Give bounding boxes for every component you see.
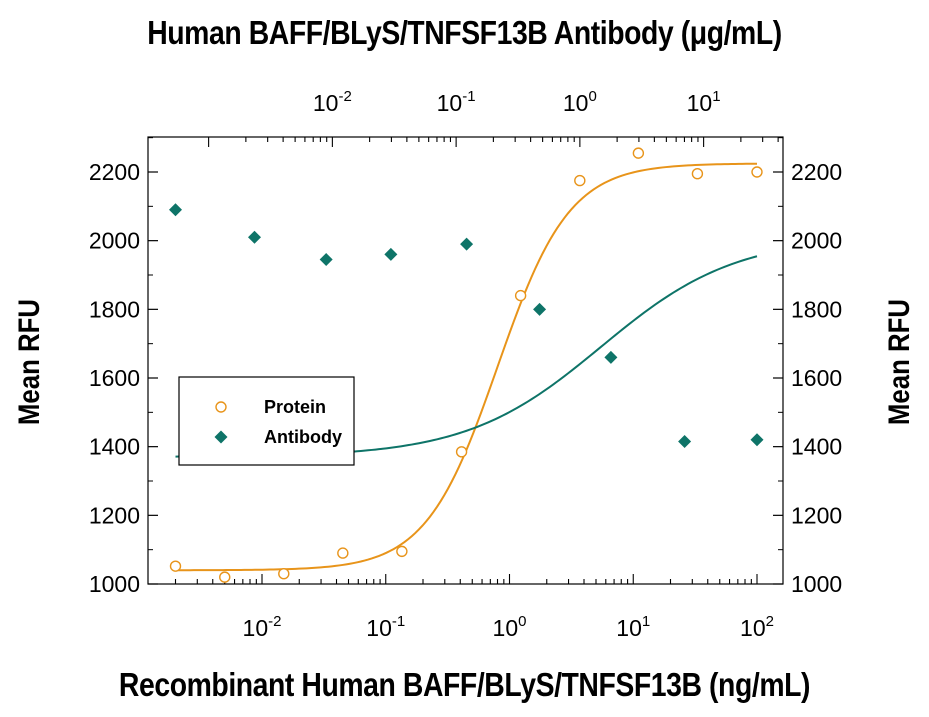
data-point-antibody <box>384 247 398 261</box>
x-tick-label: 10-1 <box>366 613 405 641</box>
data-point-antibody <box>533 302 547 316</box>
data-point-antibody <box>678 435 692 449</box>
data-point-protein <box>455 446 468 458</box>
data-point-protein <box>632 147 645 159</box>
data-point-antibody <box>460 237 474 251</box>
top-x-tick-label: 10-1 <box>437 88 476 116</box>
plot-frame <box>147 136 784 585</box>
data-point-antibody <box>750 433 764 447</box>
data-point-antibody <box>169 203 183 217</box>
y-tick-label-left: 1200 <box>89 502 140 528</box>
data-point-protein <box>574 174 586 187</box>
data-point-antibody <box>319 253 333 267</box>
y-tick-label-right: 1800 <box>791 296 842 322</box>
data-point-protein <box>169 560 182 572</box>
legend-marker-antibody <box>214 430 228 444</box>
x-tick-label: 101 <box>616 613 650 641</box>
x-tick-label: 10-2 <box>243 613 282 641</box>
y-tick-label-left: 1400 <box>89 434 140 460</box>
data-point-protein <box>278 568 290 580</box>
top-x-tick-label: 100 <box>563 88 597 116</box>
data-point-antibody <box>604 350 618 364</box>
data-point-protein <box>691 168 704 180</box>
data-point-protein <box>396 545 408 558</box>
legend-box <box>178 376 355 466</box>
y-tick-label-left: 1800 <box>89 296 140 322</box>
y-tick-label-right: 1600 <box>791 365 842 391</box>
fit-curve-protein <box>175 162 758 572</box>
data-point-antibody <box>248 230 262 244</box>
data-point-protein <box>219 571 231 583</box>
top-x-tick-label: 10-2 <box>313 88 352 116</box>
data-point-protein <box>337 547 349 559</box>
chart-title: Human BAFF/BLyS/TNFSF13B Antibody (μg/mL… <box>147 14 782 51</box>
y-tick-label-left: 1600 <box>89 365 140 391</box>
legend-label: Antibody <box>264 427 342 447</box>
y-tick-label-right: 1200 <box>791 502 842 528</box>
y-tick-label-right: 2000 <box>791 228 842 254</box>
y-tick-label-right: 1400 <box>791 434 842 460</box>
y-tick-label-right: 2200 <box>791 159 842 185</box>
legend-label: Protein <box>264 397 326 417</box>
data-point-protein <box>751 166 763 178</box>
y-tick-label-left: 1000 <box>89 571 140 597</box>
y-tick-label-left: 2200 <box>89 159 140 185</box>
x-tick-label: 102 <box>740 613 774 641</box>
data-point-protein <box>514 289 527 302</box>
y-tick-label-left: 2000 <box>89 228 140 254</box>
y-tick-label-right: 1000 <box>791 571 842 597</box>
top-x-tick-label: 101 <box>687 88 721 116</box>
legend-marker-protein <box>215 401 227 413</box>
x-axis-label: Recombinant Human BAFF/BLyS/TNFSF13B (ng… <box>118 666 811 703</box>
x-tick-label: 100 <box>493 613 527 641</box>
